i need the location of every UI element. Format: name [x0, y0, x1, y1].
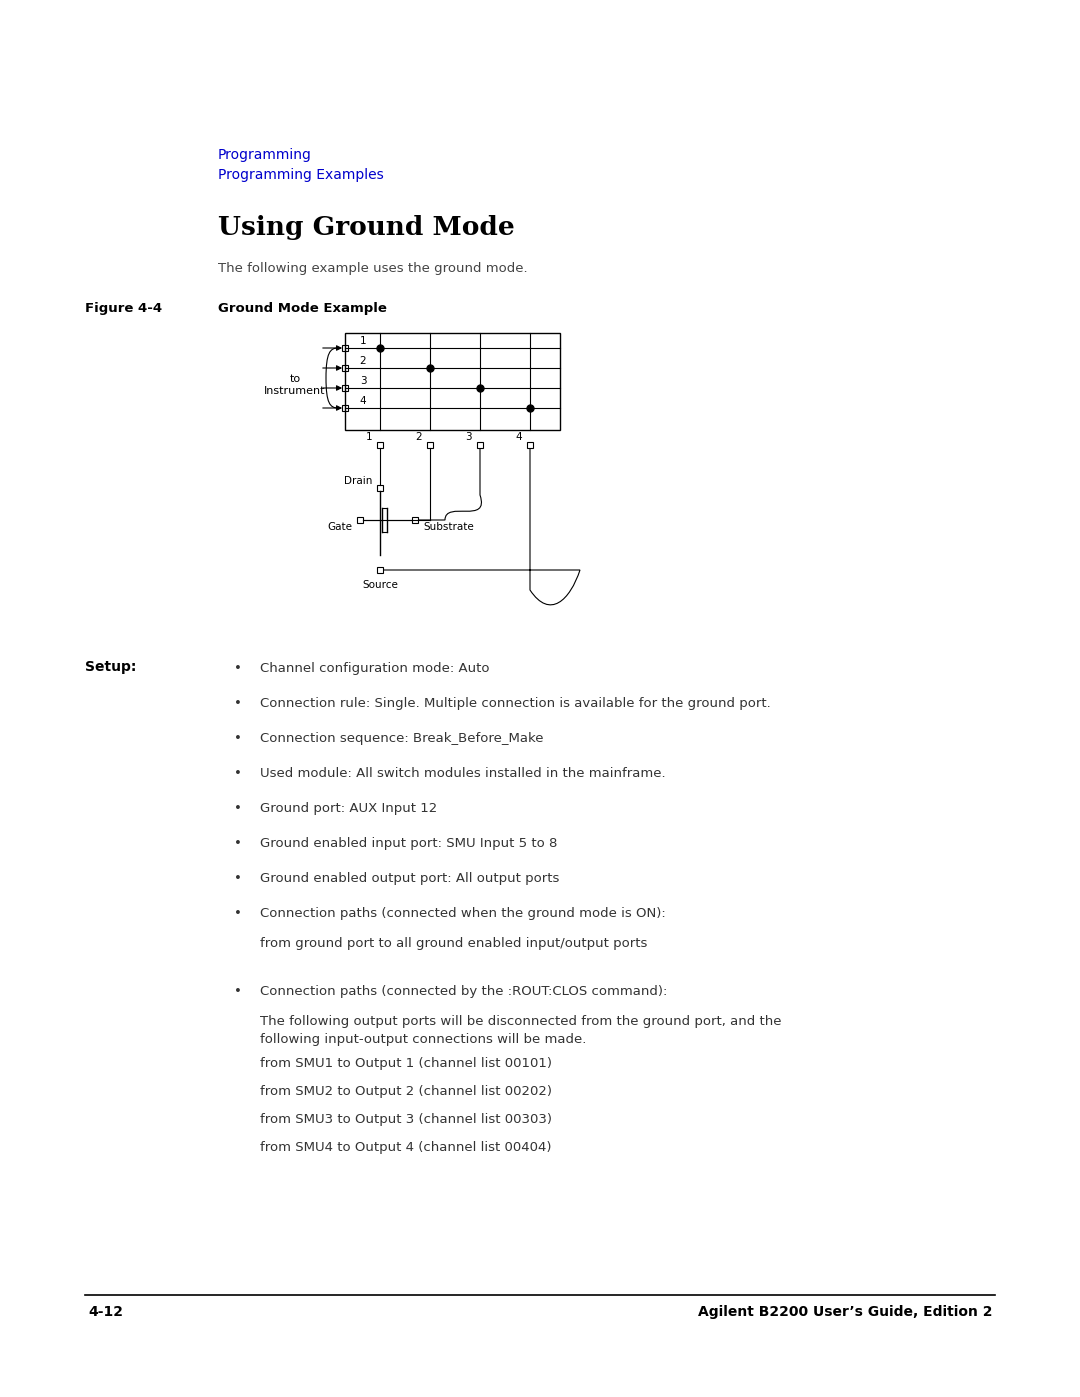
Text: from SMU4 to Output 4 (channel list 00404): from SMU4 to Output 4 (channel list 0040… — [260, 1141, 552, 1154]
Bar — [342, 386, 348, 391]
Text: Used module: All switch modules installed in the mainframe.: Used module: All switch modules installe… — [260, 767, 665, 780]
Bar — [342, 365, 348, 372]
Text: from SMU1 to Output 1 (channel list 00101): from SMU1 to Output 1 (channel list 0010… — [260, 1058, 552, 1070]
Text: •: • — [234, 802, 242, 814]
Bar — [377, 567, 383, 573]
Text: Connection sequence: Break_Before_Make: Connection sequence: Break_Before_Make — [260, 732, 543, 745]
Text: Channel configuration mode: Auto: Channel configuration mode: Auto — [260, 662, 489, 675]
Bar — [342, 345, 348, 351]
Text: from ground port to all ground enabled input/output ports: from ground port to all ground enabled i… — [260, 937, 647, 950]
Text: from SMU3 to Output 3 (channel list 00303): from SMU3 to Output 3 (channel list 0030… — [260, 1113, 552, 1126]
Text: to
Instrument: to Instrument — [265, 374, 326, 395]
Text: Agilent B2200 User’s Guide, Edition 2: Agilent B2200 User’s Guide, Edition 2 — [698, 1305, 993, 1319]
Text: Ground enabled input port: SMU Input 5 to 8: Ground enabled input port: SMU Input 5 t… — [260, 837, 557, 849]
Text: Ground enabled output port: All output ports: Ground enabled output port: All output p… — [260, 872, 559, 886]
Text: Connection paths (connected when the ground mode is ON):: Connection paths (connected when the gro… — [260, 907, 665, 921]
Text: 4-12: 4-12 — [87, 1305, 123, 1319]
Text: Connection rule: Single. Multiple connection is available for the ground port.: Connection rule: Single. Multiple connec… — [260, 697, 771, 710]
Bar — [342, 405, 348, 411]
Text: •: • — [234, 837, 242, 849]
Text: Programming Examples: Programming Examples — [218, 168, 383, 182]
Bar — [345, 332, 561, 430]
Text: •: • — [234, 732, 242, 745]
Text: 3: 3 — [465, 432, 472, 441]
Text: 2: 2 — [416, 432, 422, 441]
Text: Programming: Programming — [218, 148, 312, 162]
Bar — [527, 441, 534, 448]
Text: Gate: Gate — [327, 522, 352, 532]
Text: •: • — [234, 872, 242, 886]
Text: Ground Mode Example: Ground Mode Example — [218, 302, 387, 314]
Text: 2: 2 — [360, 356, 366, 366]
Text: •: • — [234, 662, 242, 675]
Bar — [357, 517, 363, 522]
Text: Drain: Drain — [343, 476, 372, 486]
Text: The following example uses the ground mode.: The following example uses the ground mo… — [218, 263, 528, 275]
Text: •: • — [234, 767, 242, 780]
Text: Source: Source — [362, 580, 397, 590]
Text: Connection paths (connected by the :ROUT:CLOS command):: Connection paths (connected by the :ROUT… — [260, 985, 667, 997]
Text: The following output ports will be disconnected from the ground port, and the: The following output ports will be disco… — [260, 1016, 782, 1028]
Text: 4: 4 — [515, 432, 522, 441]
Text: Ground port: AUX Input 12: Ground port: AUX Input 12 — [260, 802, 437, 814]
Text: following input-output connections will be made.: following input-output connections will … — [260, 1032, 586, 1046]
Text: from SMU2 to Output 2 (channel list 00202): from SMU2 to Output 2 (channel list 0020… — [260, 1085, 552, 1098]
Text: 3: 3 — [360, 376, 366, 386]
Text: •: • — [234, 697, 242, 710]
Text: Substrate: Substrate — [423, 522, 474, 532]
Text: 1: 1 — [360, 337, 366, 346]
Text: Using Ground Mode: Using Ground Mode — [218, 215, 515, 240]
Text: Figure 4-4: Figure 4-4 — [85, 302, 162, 314]
Bar — [411, 517, 418, 522]
Bar — [477, 441, 483, 448]
Text: 1: 1 — [365, 432, 372, 441]
Text: Setup:: Setup: — [85, 659, 136, 673]
Text: •: • — [234, 985, 242, 997]
Text: •: • — [234, 907, 242, 921]
Text: 4: 4 — [360, 395, 366, 407]
Bar — [377, 441, 383, 448]
Bar — [377, 485, 383, 490]
Bar — [427, 441, 433, 448]
